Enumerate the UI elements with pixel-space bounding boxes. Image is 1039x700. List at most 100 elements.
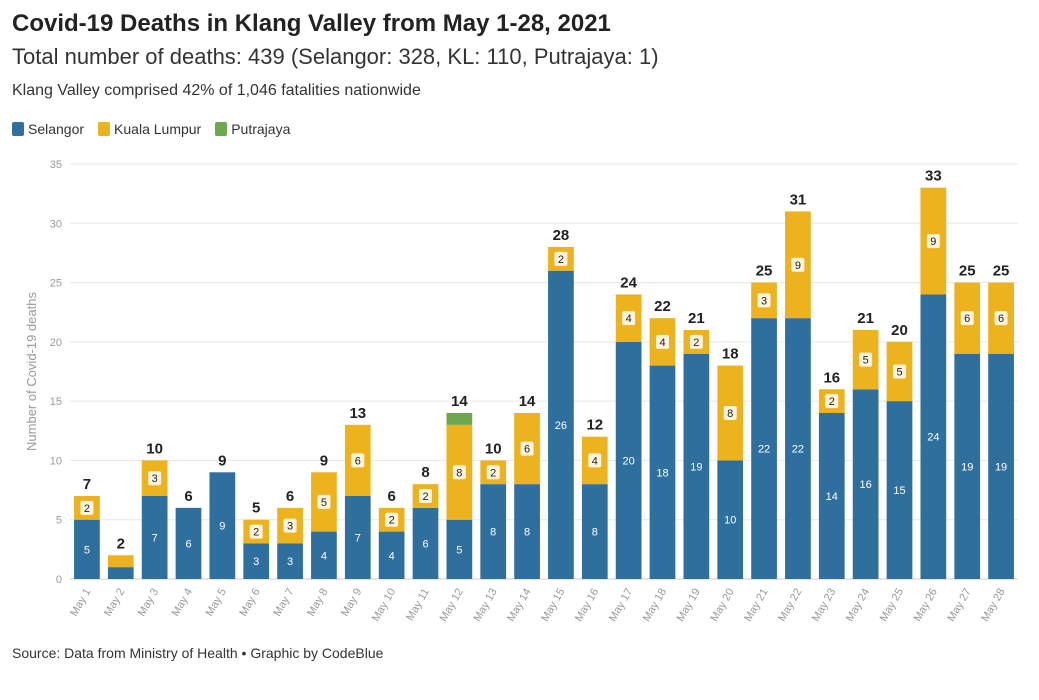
x-tick-label: May 3 <box>136 587 161 619</box>
x-tick-label: May 24 <box>844 587 872 624</box>
segment-value-label: 2 <box>829 396 835 408</box>
legend-item-putrajaya[interactable]: Putrajaya <box>215 121 290 137</box>
bar-total-label: 25 <box>993 263 1010 280</box>
segment-value-label: 2 <box>490 467 496 479</box>
segment-value-label: 3 <box>152 473 158 485</box>
bar-segment-selangor <box>852 389 879 579</box>
x-tick-label: May 2 <box>102 587 127 619</box>
bar-segment-selangor <box>717 460 744 579</box>
x-tick-label: May 26 <box>912 587 940 624</box>
x-tick-label: May 11 <box>404 587 432 624</box>
bar-total-label: 18 <box>722 346 739 363</box>
segment-label-bg <box>689 334 703 349</box>
segment-value-label: 6 <box>355 455 361 467</box>
segment-value-label: 6 <box>185 538 191 550</box>
chart-subtitle: Total number of deaths: 439 (Selangor: 3… <box>12 44 659 69</box>
bar-total-label: 9 <box>218 452 226 469</box>
segment-value-label: 5 <box>321 497 327 509</box>
x-tick-label: May 27 <box>945 587 973 624</box>
y-tick-label: 10 <box>50 455 62 467</box>
bar-total-label: 25 <box>959 263 976 280</box>
segment-value-label: 6 <box>964 313 970 325</box>
bar-total-label: 14 <box>451 393 468 410</box>
segment-value-label: 6 <box>998 313 1004 325</box>
bar-segment-selangor <box>818 413 845 579</box>
segment-value-label: 8 <box>490 527 496 539</box>
segment-label-bg <box>893 364 906 379</box>
segment-value-label: 2 <box>422 491 428 503</box>
bar-segment-selangor <box>412 507 439 579</box>
segment-value-label: 2 <box>693 337 699 349</box>
segment-value-label: 9 <box>930 236 936 248</box>
bar-total-label: 6 <box>184 488 192 505</box>
x-tick-label: May 9 <box>339 587 364 619</box>
segment-value-label: 3 <box>287 556 293 568</box>
segment-label-bg <box>994 311 1008 326</box>
x-tick-label: May 8 <box>305 587 330 619</box>
x-tick-label: May 18 <box>641 587 669 624</box>
bar-segment-selangor <box>446 519 473 579</box>
bar-segment-selangor <box>344 496 371 579</box>
bar-total-label: 2 <box>117 535 125 552</box>
bar-segment-selangor <box>209 472 236 579</box>
legend-label-putrajaya: Putrajaya <box>231 121 291 137</box>
y-tick-label: 15 <box>50 396 62 408</box>
x-tick-label: May 16 <box>573 587 601 624</box>
x-tick-label: May 1 <box>68 587 93 619</box>
bar-total-label: 12 <box>586 417 603 434</box>
segment-label-bg <box>622 311 636 326</box>
bar-segment-putrajaya <box>446 413 473 425</box>
legend: Selangor Kuala Lumpur Putrajaya <box>12 121 290 137</box>
bar-segment-selangor <box>277 543 303 579</box>
segment-value-label: 2 <box>253 527 259 539</box>
segment-label-bg <box>486 465 500 480</box>
x-tick-label: May 7 <box>271 587 296 619</box>
legend-swatch-putrajaya <box>215 122 228 136</box>
legend-item-selangor[interactable]: Selangor <box>12 121 84 137</box>
bar-segment-selangor <box>683 353 710 579</box>
segment-label-bg <box>554 251 568 266</box>
x-tick-label: May 23 <box>810 587 838 624</box>
bar-total-label: 5 <box>252 500 260 517</box>
segment-value-label: 9 <box>795 260 801 272</box>
bar-segment-selangor <box>886 401 913 579</box>
segment-value-label: 5 <box>863 355 869 367</box>
segment-value-label: 8 <box>524 527 530 539</box>
segment-label-bg <box>588 453 602 468</box>
segment-label-bg <box>960 311 974 326</box>
segment-value-label: 4 <box>659 337 665 349</box>
segment-value-label: 19 <box>961 461 973 473</box>
x-tick-label: May 19 <box>675 587 703 624</box>
x-tick-label: May 28 <box>979 587 1007 624</box>
segment-value-label: 7 <box>152 533 158 545</box>
segment-label-bg <box>148 471 162 486</box>
segment-value-label: 2 <box>558 254 564 266</box>
chart-note: Klang Valley comprised 42% of 1,046 fata… <box>12 82 421 99</box>
segment-value-label: 4 <box>321 550 327 562</box>
segment-value-label: 7 <box>355 533 361 545</box>
bar-segment-selangor <box>548 270 574 579</box>
segment-label-bg <box>656 334 669 349</box>
segment-value-label: 6 <box>422 538 428 550</box>
bar-total-label: 7 <box>83 476 91 493</box>
legend-label-selangor: Selangor <box>28 121 85 137</box>
segment-value-label: 14 <box>826 491 838 503</box>
chart-title: Covid-19 Deaths in Klang Valley from May… <box>12 10 611 37</box>
segment-label-bg <box>385 512 399 527</box>
segment-value-label: 8 <box>456 467 462 479</box>
bar-segment-selangor <box>920 294 947 579</box>
segment-value-label: 8 <box>727 408 733 420</box>
legend-swatch-selangor <box>12 122 24 136</box>
bar-total-label: 16 <box>823 369 840 386</box>
bar-segment-selangor <box>74 519 100 579</box>
legend-item-kuala-lumpur[interactable]: Kuala Lumpur <box>98 121 201 137</box>
segment-value-label: 19 <box>690 461 702 473</box>
x-tick-label: May 12 <box>438 587 466 624</box>
x-tick-label: May 17 <box>607 587 635 624</box>
segment-label-bg <box>80 500 94 515</box>
segment-value-label: 6 <box>524 444 530 456</box>
segment-value-label: 4 <box>626 313 632 325</box>
segment-label-bg <box>791 257 805 272</box>
segment-value-label: 5 <box>456 544 462 556</box>
